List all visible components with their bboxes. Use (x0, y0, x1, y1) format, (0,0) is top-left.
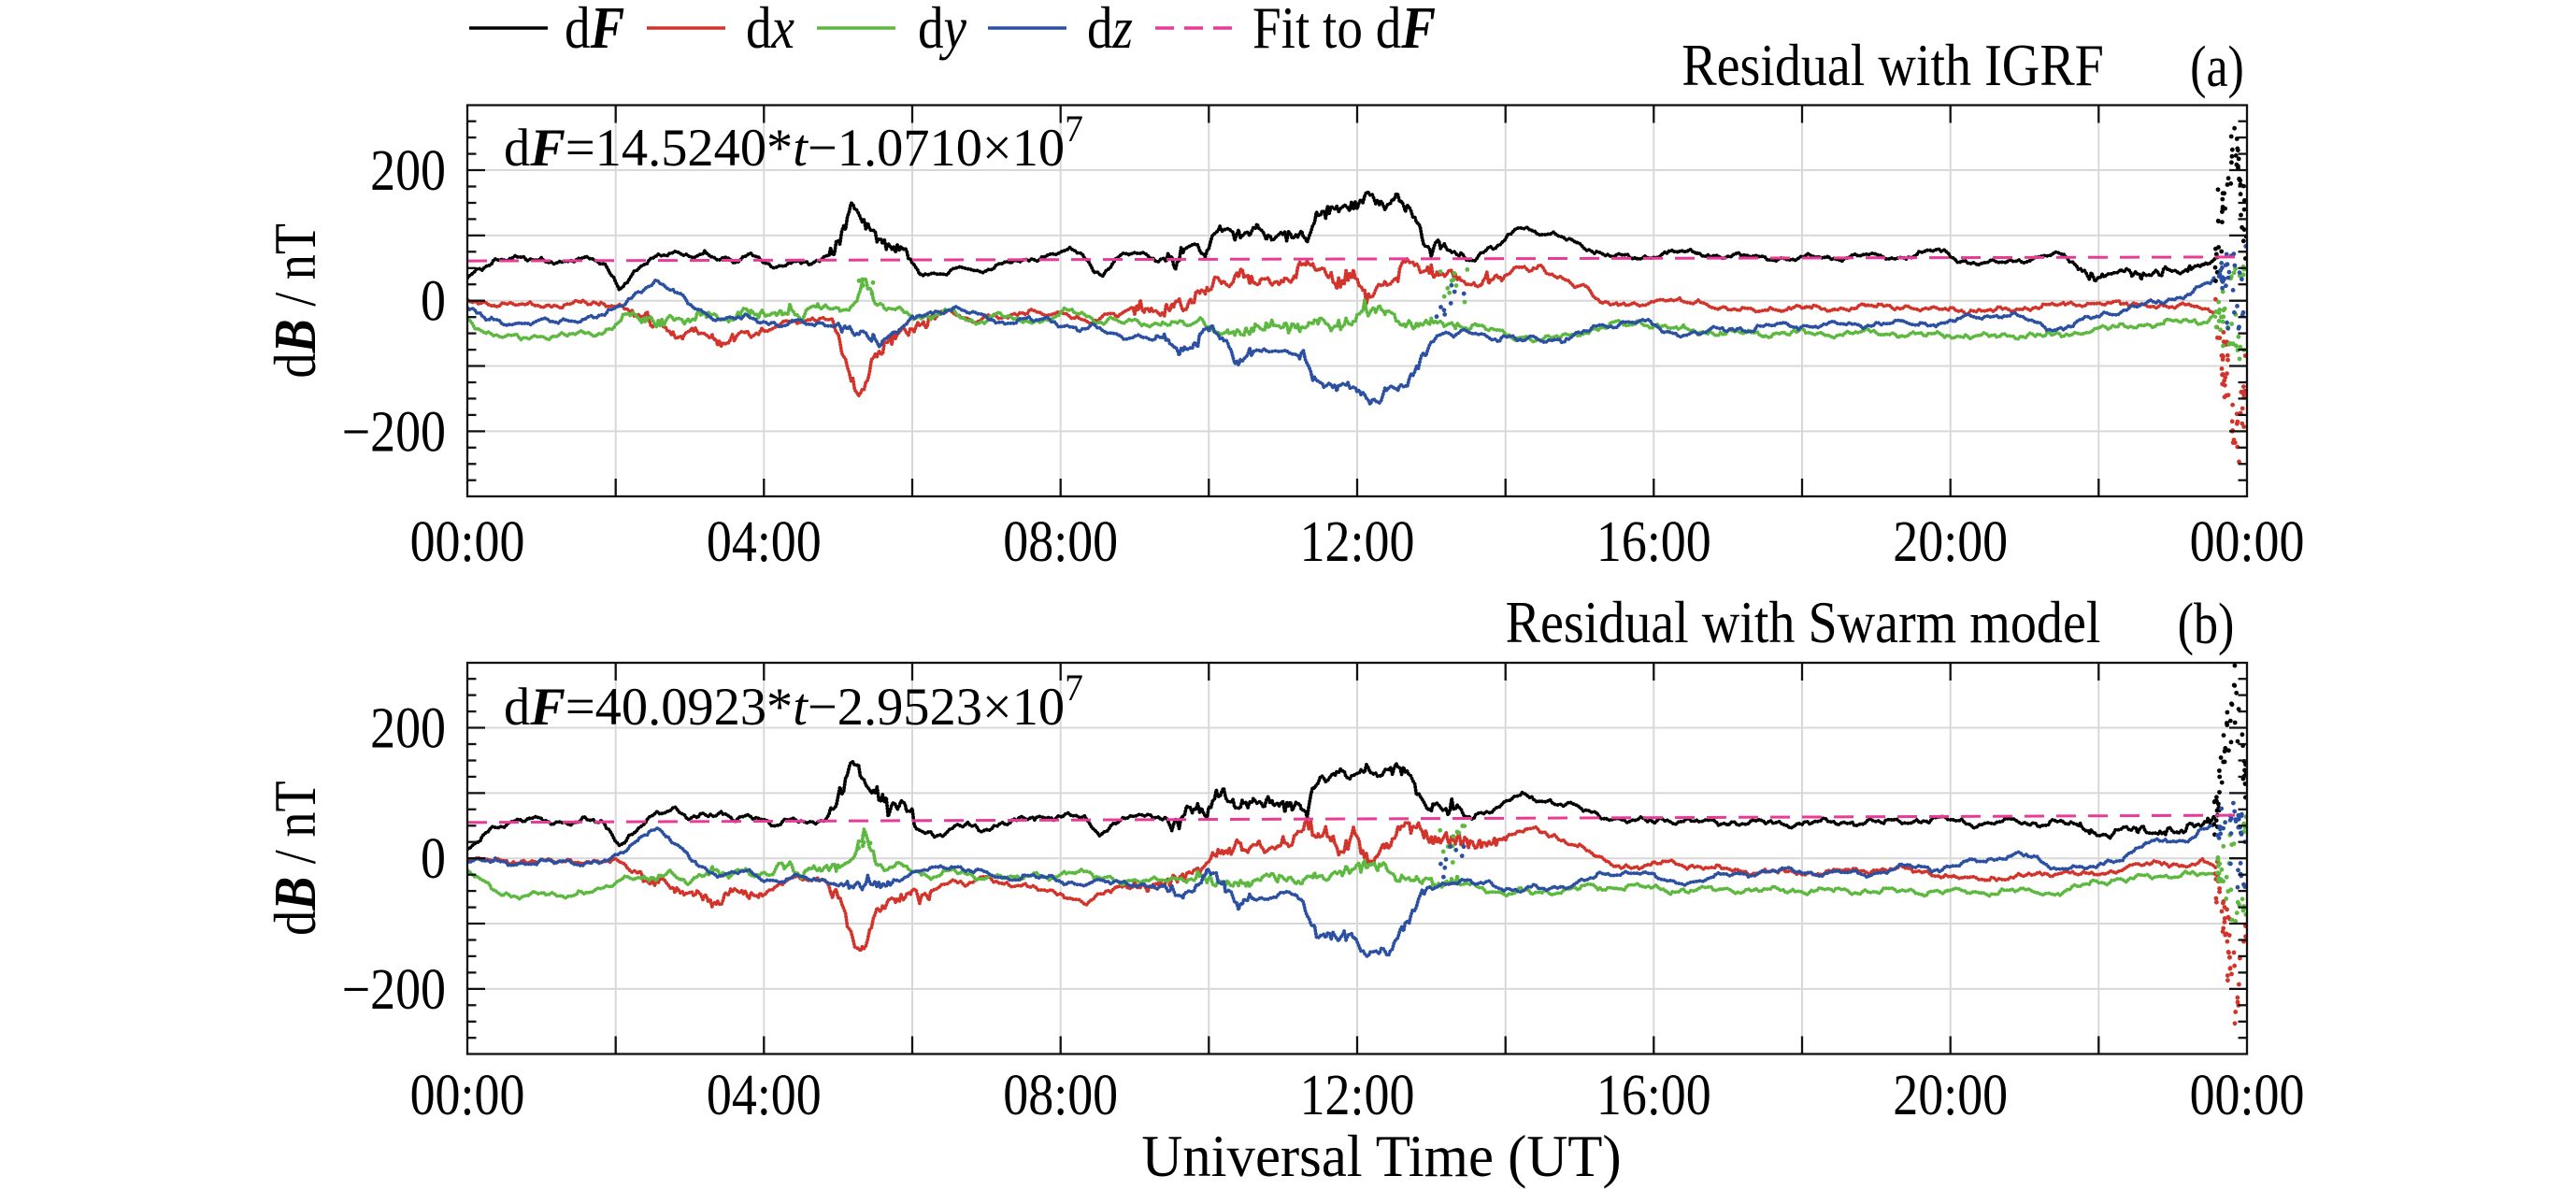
svg-text:Fit to dF: Fit to dF (1252, 0, 1436, 61)
svg-text:00:00: 00:00 (2190, 1063, 2305, 1127)
svg-text:0: 0 (421, 268, 446, 333)
svg-text:Residual with IGRF: Residual with IGRF (1682, 33, 2104, 98)
svg-text:04:00: 04:00 (707, 509, 822, 574)
svg-text:12:00: 12:00 (1300, 1063, 1415, 1127)
svg-text:dB / nT: dB / nT (262, 781, 328, 936)
svg-text:dF: dF (565, 0, 624, 61)
svg-text:12:00: 12:00 (1300, 509, 1415, 574)
svg-text:20:00: 20:00 (1893, 1063, 2008, 1127)
svg-text:04:00: 04:00 (707, 1063, 822, 1127)
svg-text:200: 200 (370, 138, 446, 203)
svg-text:(b): (b) (2178, 593, 2235, 656)
svg-text:16:00: 16:00 (1596, 1063, 1711, 1127)
svg-text:dy: dy (918, 0, 967, 61)
svg-text:(a): (a) (2190, 36, 2244, 99)
svg-text:−200: −200 (342, 399, 446, 464)
svg-text:00:00: 00:00 (410, 1063, 525, 1127)
svg-text:dF=14.5240*t−1.0710×107: dF=14.5240*t−1.0710×107 (504, 108, 1083, 178)
svg-text:16:00: 16:00 (1596, 509, 1711, 574)
svg-text:dB / nT: dB / nT (262, 223, 328, 379)
svg-text:00:00: 00:00 (2190, 509, 2305, 574)
svg-text:dz: dz (1087, 0, 1133, 61)
svg-text:Residual with Swarm model: Residual with Swarm model (1506, 590, 2101, 655)
svg-text:Universal Time (UT): Universal Time (UT) (1141, 1123, 1621, 1190)
svg-text:20:00: 20:00 (1893, 509, 2008, 574)
svg-text:−200: −200 (342, 956, 446, 1021)
svg-text:08:00: 08:00 (1003, 1063, 1118, 1127)
svg-text:dF=40.0923*t−2.9523×107: dF=40.0923*t−2.9523×107 (504, 667, 1083, 737)
svg-text:dx: dx (746, 0, 794, 61)
svg-text:08:00: 08:00 (1003, 509, 1118, 574)
svg-text:0: 0 (421, 826, 446, 891)
svg-text:200: 200 (370, 695, 446, 760)
svg-text:00:00: 00:00 (410, 509, 525, 574)
